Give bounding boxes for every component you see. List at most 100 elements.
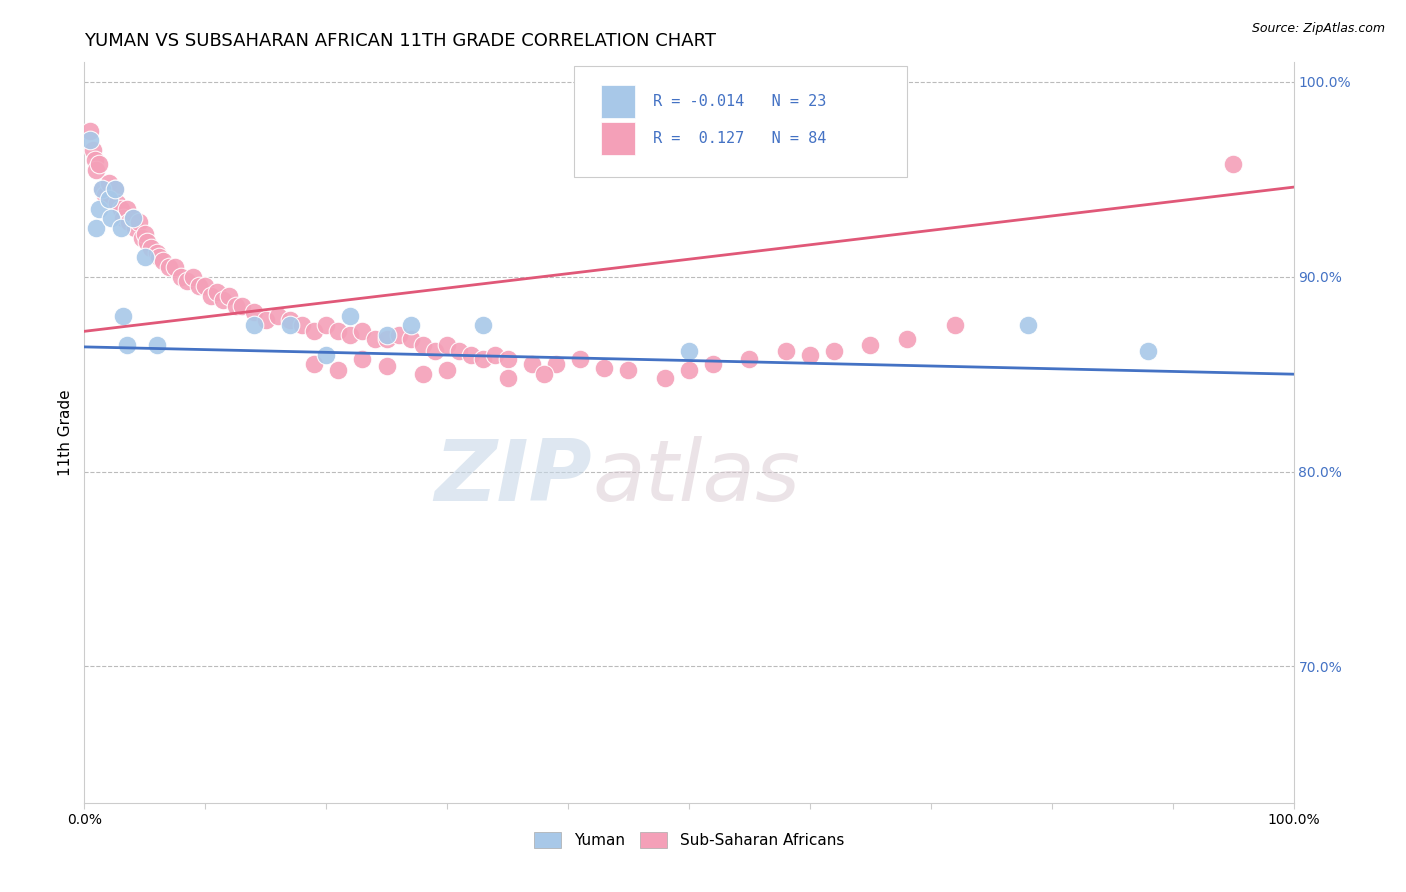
Point (472, 318, 495, 333)
Point (775, 343, 797, 358)
Point (218, 289, 240, 303)
FancyBboxPatch shape (600, 122, 634, 155)
FancyBboxPatch shape (600, 85, 634, 119)
Point (188, 279, 211, 293)
Point (110, 221, 132, 235)
Point (388, 328, 411, 343)
Point (302, 324, 325, 338)
Point (176, 274, 198, 288)
Point (112, 211, 135, 226)
Point (496, 371, 519, 385)
Point (118, 215, 141, 229)
Text: ZIP: ZIP (434, 435, 592, 518)
Point (105, 195, 128, 210)
Point (339, 309, 361, 323)
Point (352, 351, 374, 366)
Point (423, 343, 446, 358)
Point (146, 338, 169, 352)
Point (823, 343, 845, 358)
Point (1017, 318, 1039, 333)
Point (128, 215, 150, 229)
Point (115, 202, 138, 216)
Point (496, 351, 519, 366)
Point (121, 211, 143, 226)
Point (1222, 157, 1244, 171)
Point (146, 246, 169, 260)
Legend: Yuman, Sub-Saharan Africans: Yuman, Sub-Saharan Africans (527, 826, 851, 855)
Point (79, 133, 101, 147)
Text: Source: ZipAtlas.com: Source: ZipAtlas.com (1251, 22, 1385, 36)
Point (799, 348, 821, 362)
Point (569, 351, 592, 366)
Point (328, 324, 350, 338)
Point (212, 293, 235, 307)
Point (152, 254, 174, 268)
Point (412, 367, 434, 381)
Point (104, 182, 127, 196)
Point (859, 338, 882, 352)
Point (352, 324, 374, 338)
Point (315, 348, 337, 362)
FancyBboxPatch shape (574, 66, 907, 178)
Point (170, 269, 193, 284)
Y-axis label: 11th Grade: 11th Grade (58, 389, 73, 476)
Point (91, 182, 114, 196)
Point (100, 192, 122, 206)
Point (544, 358, 567, 372)
Point (436, 363, 458, 377)
Point (436, 338, 458, 352)
Point (231, 299, 253, 313)
Point (702, 358, 724, 372)
Point (134, 250, 156, 264)
Point (200, 289, 222, 303)
Point (375, 328, 398, 343)
Point (363, 332, 385, 346)
Point (242, 318, 264, 333)
Point (617, 363, 640, 377)
Point (375, 359, 398, 374)
Point (194, 279, 217, 293)
Point (100, 211, 122, 226)
Point (87, 157, 110, 171)
Point (110, 202, 132, 216)
Point (87, 202, 110, 216)
Point (242, 305, 264, 319)
Point (91, 182, 114, 196)
Point (94, 188, 117, 202)
Point (460, 348, 482, 362)
Point (399, 318, 422, 333)
Point (139, 240, 162, 254)
Point (399, 332, 422, 346)
Point (165, 260, 187, 274)
Point (520, 358, 543, 372)
Point (328, 363, 350, 377)
Point (1137, 343, 1160, 358)
Text: R =  0.127   N = 84: R = 0.127 N = 84 (652, 131, 827, 146)
Point (738, 351, 761, 366)
Point (654, 371, 676, 385)
Point (291, 318, 314, 333)
Point (339, 328, 361, 343)
Text: R = -0.014   N = 23: R = -0.014 N = 23 (652, 95, 827, 109)
Point (86, 162, 108, 177)
Point (254, 312, 277, 326)
Point (678, 343, 700, 358)
Point (412, 338, 434, 352)
Text: atlas: atlas (592, 435, 800, 518)
Point (136, 235, 159, 249)
Point (278, 318, 301, 333)
Point (84, 153, 107, 167)
Point (533, 367, 555, 381)
Point (157, 260, 180, 274)
Point (207, 285, 229, 300)
Point (121, 211, 143, 226)
Point (148, 250, 170, 264)
Point (97, 176, 120, 190)
Point (97, 192, 120, 206)
Point (181, 269, 204, 284)
Point (104, 182, 127, 196)
Point (896, 332, 918, 346)
Point (449, 343, 471, 358)
Point (124, 221, 146, 235)
Point (943, 318, 966, 333)
